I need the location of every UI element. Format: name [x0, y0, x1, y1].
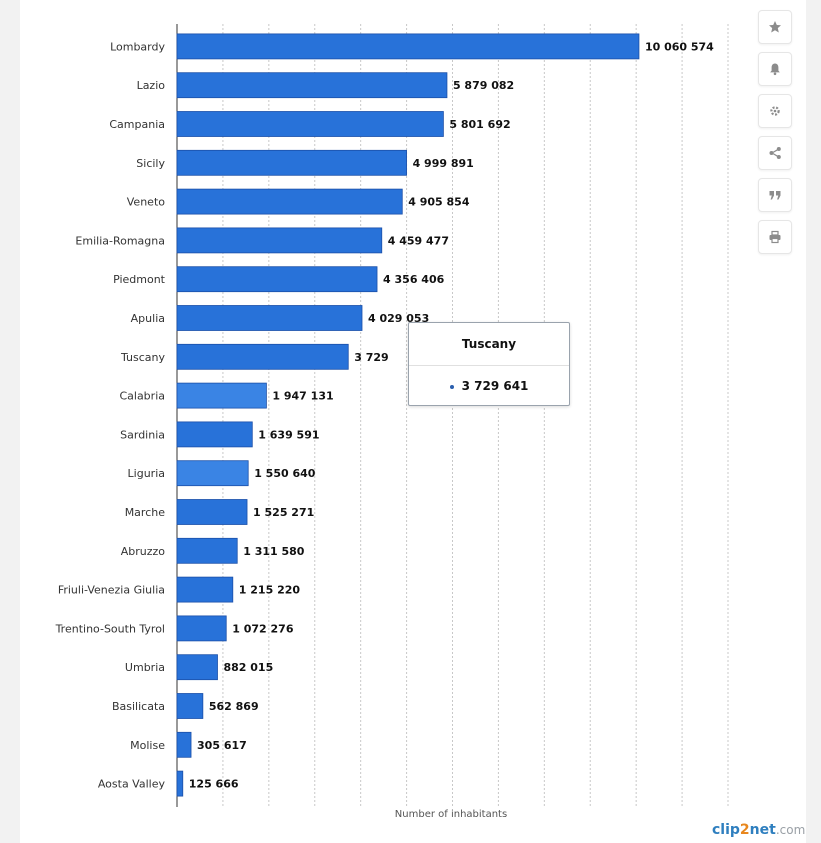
category-label-umbria: Umbria: [125, 661, 165, 674]
watermark-clip: clip: [712, 822, 740, 838]
value-label-liguria: 1 550 640: [254, 467, 316, 480]
bar-basilicata[interactable]: [176, 693, 204, 719]
category-label-apulia: Apulia: [131, 312, 165, 325]
value-label-marche: 1 525 271: [253, 506, 314, 519]
category-label-emilia-romagna: Emilia-Romagna: [75, 234, 165, 247]
watermark-two: 2: [739, 822, 750, 838]
value-label-friuli-venezia-giulia: 1 215 220: [239, 584, 301, 597]
category-label-trentino-south-tyrol: Trentino-South Tyrol: [55, 622, 165, 635]
bar-chart: Lombardy Lazio Campania Sicily Veneto Emilia-…: [55, 24, 729, 820]
notify-button[interactable]: [758, 52, 792, 86]
gear-icon: [770, 106, 780, 116]
tooltip-value: 3 729 641: [461, 379, 529, 393]
value-label-abruzzo: 1 311 580: [243, 545, 305, 558]
grid-lines: [222, 24, 729, 807]
bars: [176, 33, 640, 797]
bar-trentino-south-tyrol[interactable]: [176, 615, 227, 642]
share-icon: [769, 147, 781, 159]
category-label-tuscany: Tuscany: [120, 351, 166, 364]
category-labels: Lombardy Lazio Campania Sicily Veneto Emilia-…: [55, 40, 166, 790]
x-axis-title: Number of inhabitants: [395, 809, 507, 820]
bar-piedmont[interactable]: [176, 266, 378, 293]
bell-icon: [770, 63, 780, 76]
category-label-molise: Molise: [130, 739, 165, 752]
chart-toolbar: [758, 10, 794, 262]
category-label-piedmont: Piedmont: [113, 273, 166, 286]
tooltip-series-dot: [449, 384, 454, 389]
print-button[interactable]: [758, 220, 792, 254]
bar-liguria[interactable]: [176, 460, 249, 487]
category-label-campania: Campania: [109, 118, 165, 131]
watermark-logo: clip2net.com: [712, 822, 805, 838]
tooltip-body: 3 729 641: [409, 366, 569, 406]
bar-apulia[interactable]: [176, 305, 363, 331]
watermark-domain: .com: [775, 823, 806, 837]
bar-aosta-valley[interactable]: [176, 770, 184, 797]
value-label-molise: 305 617: [197, 739, 247, 752]
category-label-friuli-venezia-giulia: Friuli-Venezia Giulia: [58, 584, 165, 597]
category-label-sicily: Sicily: [136, 157, 165, 170]
bar-umbria[interactable]: [176, 654, 218, 681]
category-label-liguria: Liguria: [128, 467, 165, 480]
tooltip: Tuscany 3 729 641: [408, 322, 570, 406]
category-label-basilicata: Basilicata: [112, 700, 165, 713]
bar-abruzzo[interactable]: [176, 537, 238, 564]
value-label-apulia: 4 029 053: [368, 312, 429, 325]
value-label-tuscany: 3 729: [354, 351, 388, 364]
category-label-marche: Marche: [125, 506, 166, 519]
value-label-veneto: 4 905 854: [408, 196, 470, 209]
bar-calabria[interactable]: [176, 382, 267, 409]
tooltip-title: Tuscany: [409, 323, 569, 366]
bar-lazio[interactable]: [176, 72, 448, 99]
category-label-aosta-valley: Aosta Valley: [98, 778, 166, 791]
category-label-lazio: Lazio: [137, 79, 166, 92]
bar-friuli-venezia-giulia[interactable]: [176, 576, 234, 603]
category-label-lombardy: Lombardy: [110, 40, 165, 53]
cite-button[interactable]: [758, 178, 792, 212]
bar-molise[interactable]: [176, 731, 192, 758]
bar-marche[interactable]: [176, 499, 248, 525]
value-label-aosta-valley: 125 666: [189, 778, 239, 791]
value-label-lazio: 5 879 082: [453, 79, 514, 92]
value-label-calabria: 1 947 131: [272, 390, 333, 403]
bar-sardinia[interactable]: [176, 421, 253, 448]
value-label-basilicata: 562 869: [209, 700, 259, 713]
category-label-veneto: Veneto: [127, 196, 165, 209]
star-icon: [769, 21, 781, 33]
bar-tuscany[interactable]: [176, 343, 349, 370]
share-button[interactable]: [758, 136, 792, 170]
category-label-calabria: Calabria: [119, 390, 165, 403]
category-label-sardinia: Sardinia: [120, 428, 165, 441]
value-label-sardinia: 1 639 591: [258, 428, 319, 441]
value-label-sicily: 4 999 891: [413, 157, 474, 170]
value-label-piedmont: 4 356 406: [383, 273, 445, 286]
value-labels: 10 060 574 5 879 082 5 801 692 4 999 891 4 9…: [189, 40, 714, 790]
value-label-emilia-romagna: 4 459 477: [388, 234, 449, 247]
value-label-campania: 5 801 692: [449, 118, 510, 131]
bar-campania[interactable]: [176, 111, 444, 137]
category-label-abruzzo: Abruzzo: [121, 545, 166, 558]
settings-button[interactable]: [758, 94, 792, 128]
bar-sicily[interactable]: [176, 149, 407, 176]
value-label-trentino-south-tyrol: 1 072 276: [232, 622, 294, 635]
value-label-umbria: 882 015: [223, 661, 273, 674]
bar-emilia-romagna[interactable]: [176, 227, 383, 254]
chart-card: Lombardy Lazio Campania Sicily Veneto Emilia-…: [20, 0, 806, 843]
value-label-lombardy: 10 060 574: [645, 40, 714, 53]
quote-icon: [769, 191, 781, 200]
favorite-button[interactable]: [758, 10, 792, 44]
print-icon: [769, 230, 781, 244]
bar-veneto[interactable]: [176, 188, 403, 215]
bar-lombardy[interactable]: [176, 33, 640, 60]
watermark-net: net: [749, 822, 776, 838]
